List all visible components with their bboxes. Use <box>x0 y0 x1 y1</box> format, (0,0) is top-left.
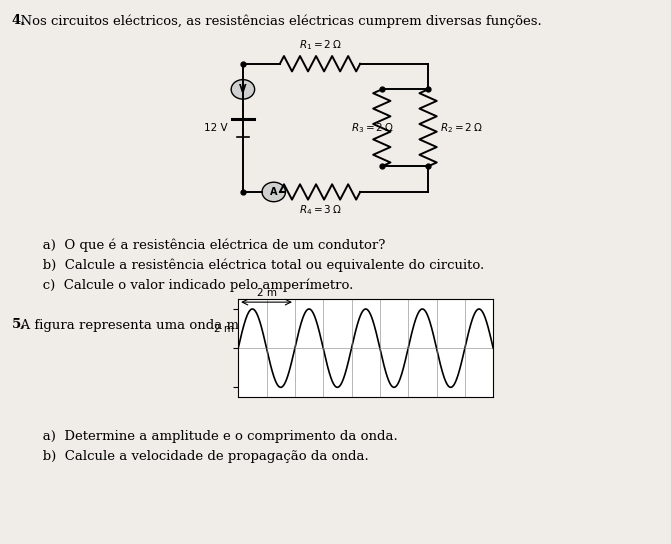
Circle shape <box>262 182 285 202</box>
Text: $R_3 = 2\,\Omega$: $R_3 = 2\,\Omega$ <box>351 121 393 135</box>
Text: a)  O que é a resistência eléctrica de um condutor?: a) O que é a resistência eléctrica de um… <box>30 238 385 251</box>
Text: V: V <box>239 84 247 94</box>
Text: $R_2 = 2\,\Omega$: $R_2 = 2\,\Omega$ <box>440 121 483 135</box>
Text: A figura representa uma onda mecânica cuja frequência é de 0,5 Hz.: A figura representa uma onda mecânica cu… <box>12 318 483 331</box>
Text: 2 m: 2 m <box>256 288 276 298</box>
Text: Nos circuitos eléctricos, as resistências eléctricas cumprem diversas funções.: Nos circuitos eléctricos, as resistência… <box>12 14 541 28</box>
Text: b)  Calcule a resistência eléctrica total ou equivalente do circuito.: b) Calcule a resistência eléctrica total… <box>30 258 484 271</box>
Text: c)  Calcule o valor indicado pelo amperímetro.: c) Calcule o valor indicado pelo amperím… <box>30 278 354 292</box>
Circle shape <box>231 79 254 99</box>
Text: b)  Calcule a velocidade de propagação da onda.: b) Calcule a velocidade de propagação da… <box>30 450 369 463</box>
Text: a)  Determine a amplitude e o comprimento da onda.: a) Determine a amplitude e o comprimento… <box>30 430 398 443</box>
Text: 4.: 4. <box>12 14 26 27</box>
Text: $R_1 = 2\,\Omega$: $R_1 = 2\,\Omega$ <box>299 39 342 52</box>
Text: 5.: 5. <box>12 318 26 331</box>
Text: $R_4 = 3\,\Omega$: $R_4 = 3\,\Omega$ <box>299 203 342 217</box>
Text: 2 m: 2 m <box>214 324 234 333</box>
Text: A: A <box>270 187 278 197</box>
Text: 12 V: 12 V <box>204 123 227 133</box>
